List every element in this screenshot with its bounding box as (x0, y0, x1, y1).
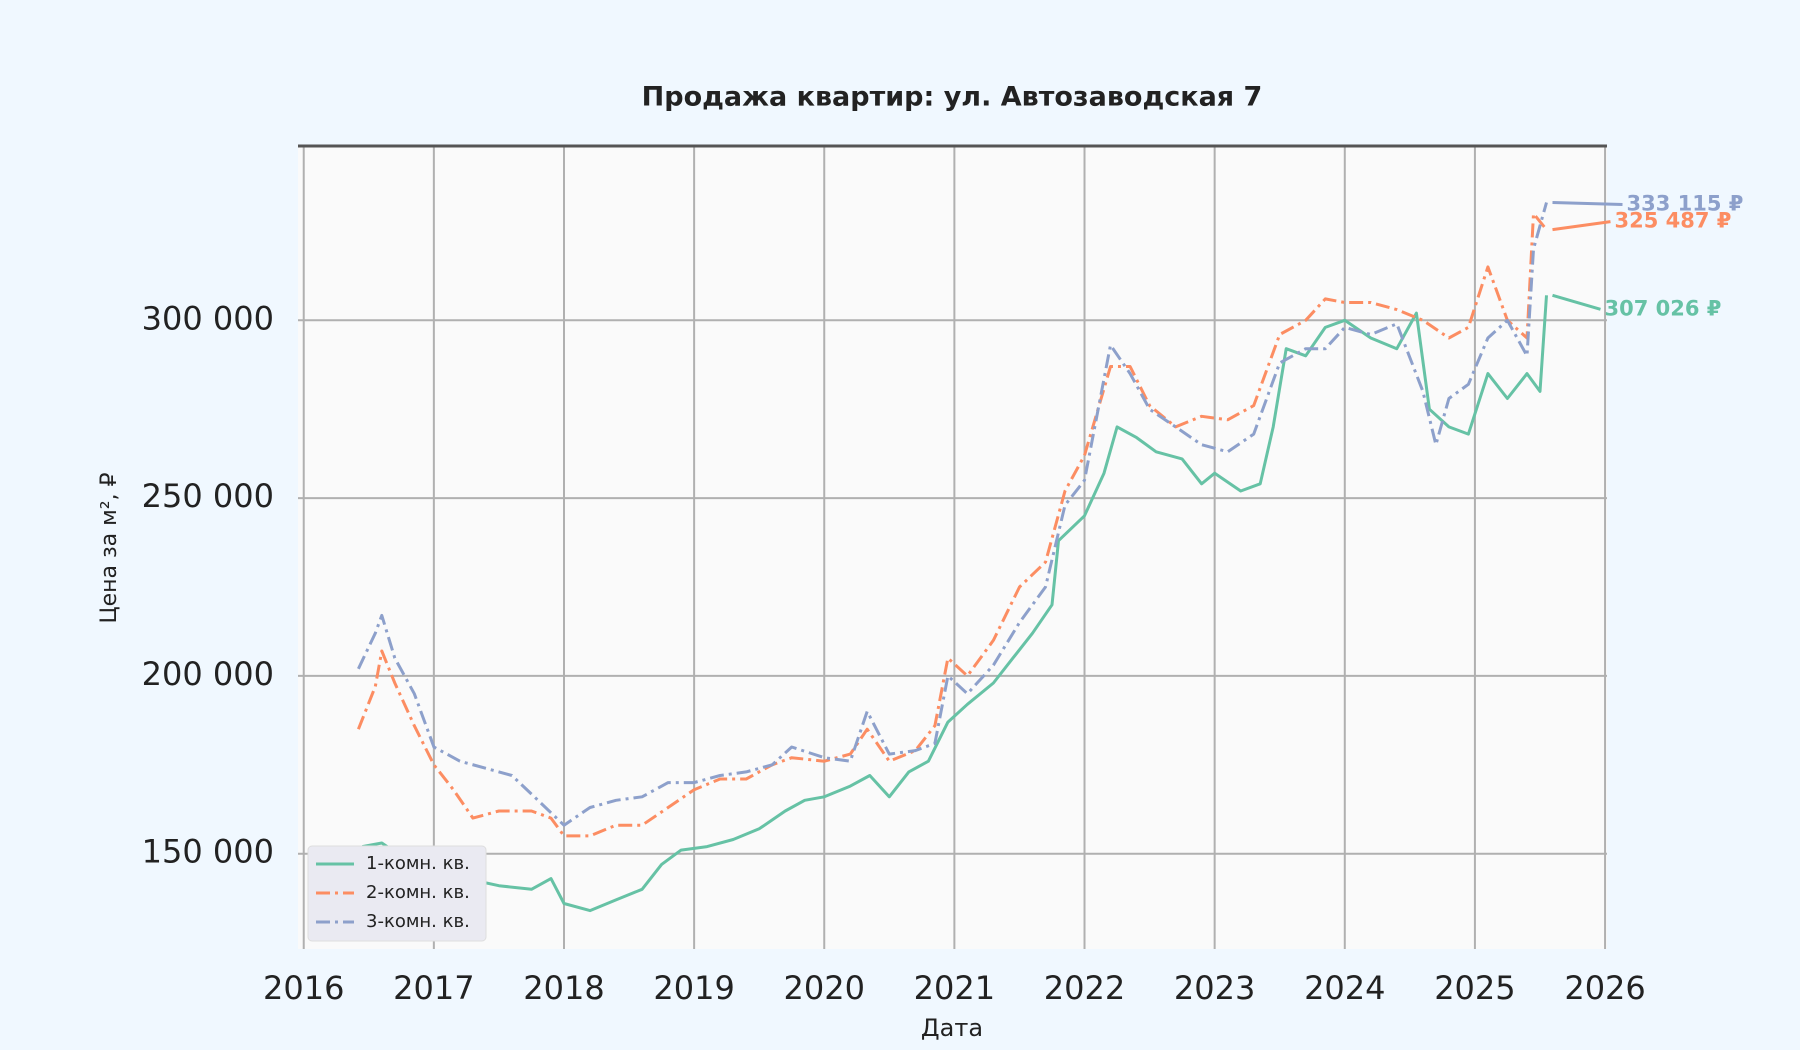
x-tick-label: 2025 (1434, 969, 1515, 1007)
plot-area (298, 146, 1607, 949)
end-label: 307 026 ₽ (1604, 296, 1721, 320)
x-tick-label: 2016 (263, 969, 344, 1007)
end-arrow (1552, 220, 1611, 232)
x-tick-label: 2023 (1174, 969, 1255, 1007)
x-axis-label: Дата (921, 1014, 983, 1042)
y-axis-label: Цена за м², ₽ (97, 472, 122, 623)
y-tick-label: 200 000 (142, 655, 274, 693)
x-tick-label: 2022 (1044, 969, 1125, 1007)
legend-label: 3-комн. кв. (366, 911, 470, 932)
legend: 1-комн. кв. 2-комн. кв. 3-комн. кв. (307, 845, 487, 942)
x-tick-label: 2018 (523, 969, 604, 1007)
end-label: 333 115 ₽ (1626, 191, 1743, 215)
x-tick-label: 2020 (784, 969, 865, 1007)
grid: 2016 2017 2018 2019 2020 2021 2022 2023 2024 2025… (142, 146, 1646, 1007)
series-line (357, 212, 1548, 838)
end-label: 325 487 ₽ (1614, 209, 1731, 233)
lines: 307 026 ₽ 325 487 ₽333 115 ₽ (357, 191, 1743, 913)
end-arrow (1552, 200, 1623, 206)
y-tick-label: 300 000 (142, 299, 274, 337)
x-tick-label: 2021 (914, 969, 995, 1007)
y-tick-label: 150 000 (142, 833, 274, 871)
x-tick-label: 2026 (1564, 969, 1645, 1007)
end-arrow (1552, 293, 1601, 311)
chart-title: Продажа квартир: ул. Автозаводская 7 (642, 82, 1263, 113)
x-tick-label: 2017 (393, 969, 474, 1007)
y-tick-label: 250 000 (142, 477, 274, 515)
x-tick-label: 2024 (1304, 969, 1385, 1007)
series-line (362, 295, 1548, 913)
x-tick-label: 2019 (653, 969, 734, 1007)
legend-label: 2-комн. кв. (366, 882, 470, 903)
legend-box (307, 845, 487, 942)
legend-label: 1-комн. кв. (366, 853, 470, 874)
